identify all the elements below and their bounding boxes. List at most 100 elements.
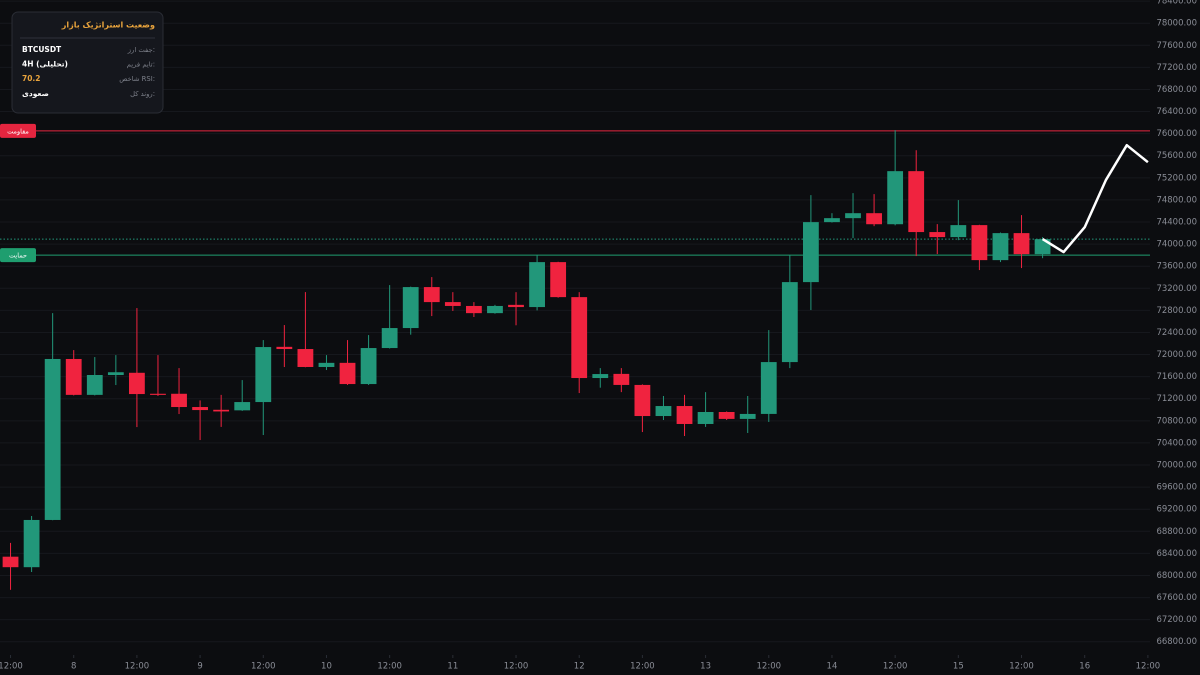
y-tick-label: 78000.00 [1156,19,1197,29]
candle-body [508,304,524,308]
y-tick-label: 67600.00 [1156,593,1197,603]
panel-row-label: تایم فریم: [127,61,155,69]
x-tick-label: 12 [574,662,585,672]
candle-body [360,348,377,385]
x-tick-label: 11 [447,662,458,672]
info-panel: وضعیت استراتژیک بازار جفت ارز: BTCUSDT تایم… [11,11,164,114]
candle-body [86,374,103,395]
panel-row-value: صعودی [22,89,49,98]
candle-body [171,393,187,408]
x-tick-label: 8 [71,662,76,672]
panel-title: وضعیت استراتژیک بازار [61,21,155,30]
candle-body [402,287,419,329]
candle-body [276,346,293,350]
panel-row-label: جفت ارز: [127,46,155,54]
candle-body [129,372,145,395]
candle-body [487,305,503,314]
x-tick-label: 9 [197,662,202,672]
y-tick-label: 68400.00 [1156,549,1197,559]
panel-row-label: شاخص RSI: [119,75,155,83]
candle-body [192,407,208,411]
y-tick-label: 72000.00 [1156,350,1197,360]
candle-body [444,302,461,306]
candle-body [845,213,861,219]
candle-body [44,358,61,520]
candle-body [2,556,19,568]
panel-row-value: 4H (تحلیلی) [22,60,68,69]
candle-body [950,225,967,238]
x-tick-label: 14 [827,662,838,672]
y-tick-label: 68800.00 [1156,527,1197,537]
y-tick-label: 71200.00 [1156,394,1197,404]
level-label: حمایت [9,252,27,260]
candle-body [339,362,356,385]
projection-line [1041,143,1149,254]
y-tick-label: 70800.00 [1156,416,1197,426]
x-tick-label: 13 [700,662,711,672]
level-label: مقاومت [7,127,29,135]
y-tick-label: 78400.00 [1156,0,1197,7]
panel-row-value: BTCUSDT [22,45,62,54]
candle-body [866,213,882,225]
candle-body [550,262,567,298]
y-tick-label: 76800.00 [1156,85,1197,95]
candle-body [697,411,714,424]
y-tick-label: 74800.00 [1156,195,1197,205]
candle-body [760,362,777,414]
y-tick-label: 76400.00 [1156,107,1197,117]
y-tick-label: 74400.00 [1156,218,1197,228]
candle-body [887,171,904,225]
y-tick-label: 72800.00 [1156,306,1197,316]
candle-body [1013,233,1030,255]
y-tick-label: 73600.00 [1156,262,1197,272]
y-tick-label: 70400.00 [1156,438,1197,448]
y-tick-label: 66800.00 [1156,637,1197,647]
candle-body [781,282,798,363]
x-tick-label: 12:00 [125,662,150,672]
x-tick-label: 12:00 [504,662,529,672]
candle-body [255,347,272,403]
y-tick-label: 72400.00 [1156,328,1197,338]
y-tick-label: 77600.00 [1156,41,1197,51]
x-tick-label: 12:00 [251,662,276,672]
y-tick-label: 69200.00 [1156,505,1197,515]
y-tick-label: 67200.00 [1156,615,1197,625]
candle-body [571,297,588,379]
y-tick-label: 70000.00 [1156,461,1197,471]
candle-body [213,409,230,412]
candle-body [802,222,819,283]
candle-body [297,349,314,367]
candle-body [824,218,840,223]
x-tick-label: 12:00 [630,662,655,672]
candle-body [423,287,440,303]
candle-body [739,413,756,419]
candle-body [929,232,946,238]
candle-body [466,305,482,314]
candle-body [381,328,398,349]
candle-body [908,171,925,233]
x-tick-label: 12:00 [883,662,908,672]
candle-body [718,411,735,419]
y-tick-label: 77200.00 [1156,63,1197,73]
candle-body [150,393,166,395]
candle-body [234,402,251,411]
x-tick-label: 12:00 [757,662,782,672]
x-tick-label: 15 [953,662,964,672]
y-tick-label: 68000.00 [1156,571,1197,581]
y-tick-label: 73200.00 [1156,284,1197,294]
y-tick-label: 71600.00 [1156,372,1197,382]
candle-body [634,384,651,417]
candle-body [318,362,335,367]
panel-row-value: 70.2 [22,74,41,83]
candle-body [529,262,545,308]
y-tick-label: 76000.00 [1156,129,1197,139]
candle-body [676,406,693,424]
x-tick-label: 16 [1079,662,1090,672]
candle-body [992,233,1009,261]
x-tick-label: 12:00 [1009,662,1034,672]
y-tick-label: 74000.00 [1156,240,1197,250]
candle-body [613,373,630,385]
candle-body [107,372,124,375]
